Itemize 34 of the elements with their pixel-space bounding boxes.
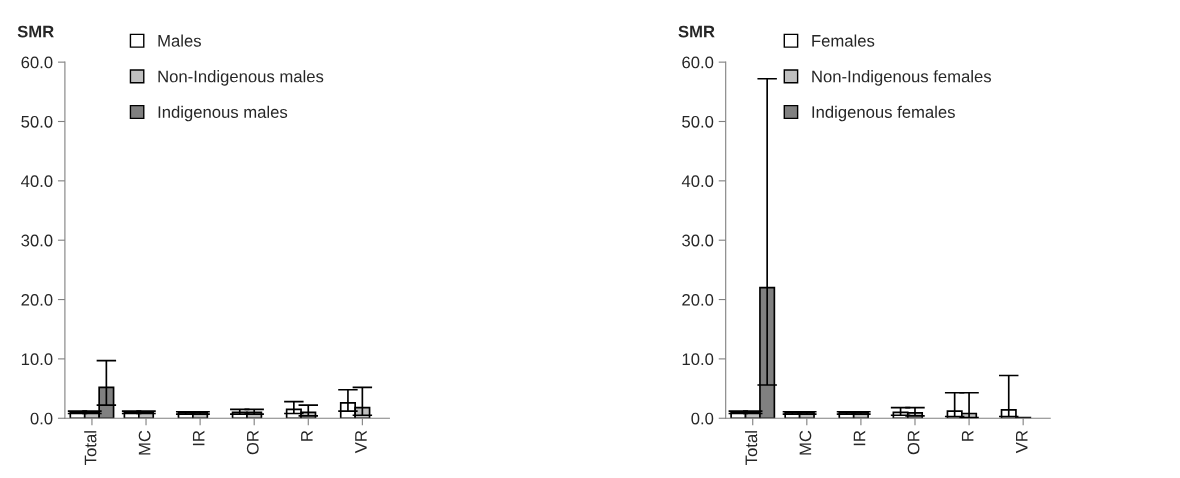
- x-tick-label: R: [961, 430, 974, 441]
- y-tick-label: 50.0: [21, 115, 53, 128]
- legend-label: Indigenous males: [158, 105, 288, 122]
- x-tick-label: MC: [138, 430, 151, 455]
- y-axis-title: SMR: [678, 25, 715, 38]
- legend-label: Males: [158, 34, 201, 47]
- x-tick-label: Total: [744, 431, 758, 465]
- x-tick-label: IR: [853, 430, 866, 446]
- x-tick-label: OR: [907, 430, 920, 455]
- legend-label: Females: [812, 34, 875, 47]
- y-tick-label: 40.0: [681, 175, 714, 188]
- x-tick-label: VR: [355, 430, 367, 454]
- y-tick-label: 0.0: [30, 412, 53, 425]
- y-tick-label: 10.0: [21, 353, 53, 366]
- legend-label: Non-Indigenous males: [158, 70, 324, 86]
- legend-label: Non-Indigenous females: [812, 70, 992, 86]
- x-tick-label: OR: [246, 430, 259, 455]
- x-tick-label: R: [301, 430, 313, 441]
- y-tick-label: 0.0: [691, 412, 714, 425]
- y-tick-label: 60.0: [21, 56, 53, 69]
- x-tick-label: VR: [1016, 430, 1028, 454]
- x-tick-label: MC: [799, 430, 812, 455]
- y-axis-title: SMR: [17, 25, 54, 38]
- x-tick-label: Total: [84, 431, 97, 465]
- legend-label: Indigenous females: [812, 105, 955, 122]
- x-tick-label: IR: [192, 430, 205, 446]
- y-tick-label: 10.0: [682, 353, 714, 366]
- y-tick-label: 60.0: [682, 56, 714, 69]
- y-tick-label: 20.0: [21, 293, 53, 306]
- y-tick-label: 20.0: [682, 293, 714, 306]
- y-tick-label: 40.0: [21, 175, 53, 188]
- y-tick-label: 30.0: [21, 234, 53, 247]
- y-tick-label: 50.0: [682, 115, 714, 128]
- y-tick-label: 30.0: [682, 234, 714, 247]
